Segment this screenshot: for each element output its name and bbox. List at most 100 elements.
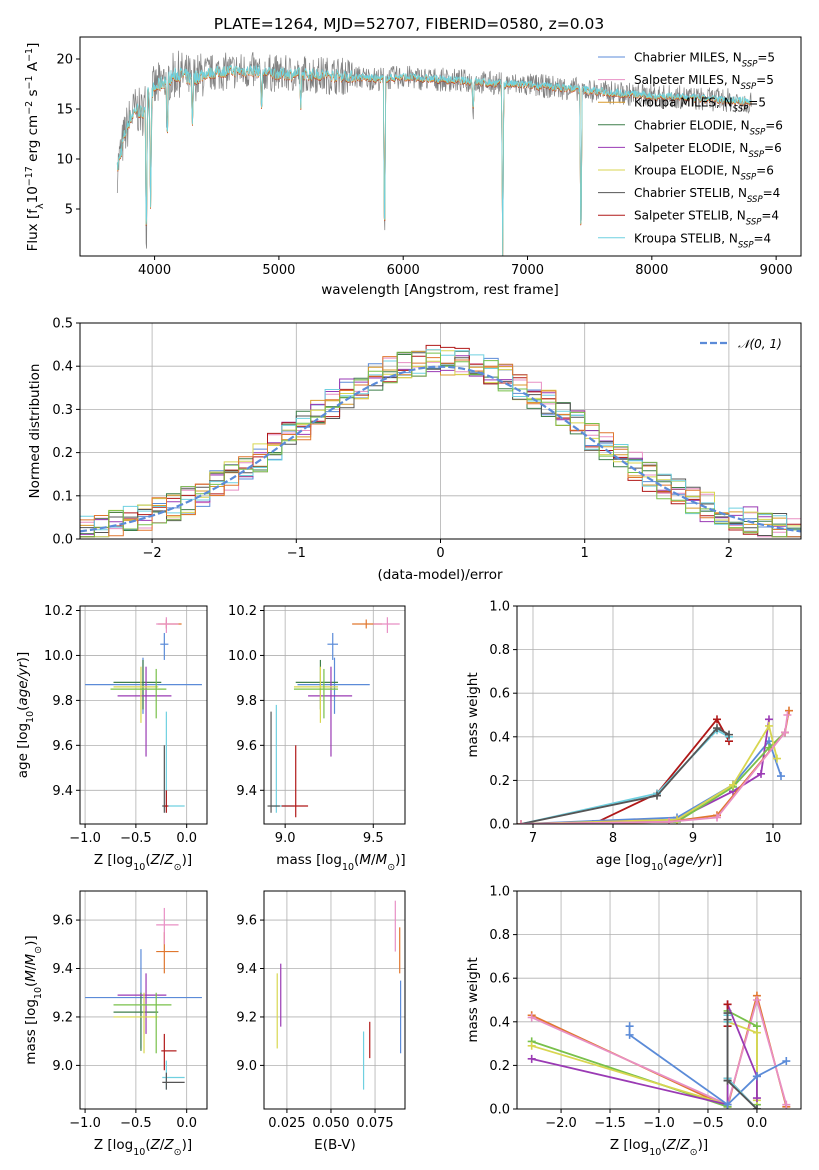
series-marker <box>517 820 525 824</box>
x-axis-label: age [log10(age/yr)] <box>596 852 722 873</box>
axes-frame <box>79 322 802 540</box>
plot-area <box>517 706 793 824</box>
series-marker <box>782 1100 791 1109</box>
series-line <box>520 714 789 824</box>
legend: Chabrier MILES, NSSP=5 Salpeter MILES, NS… <box>598 51 783 250</box>
axes-frame <box>516 890 802 1110</box>
x-axis-label: wavelength [Angstrom, rest frame] <box>321 282 559 298</box>
axes-frame <box>79 890 208 1110</box>
x-axis-label: mass [log10(M/M⊙)] <box>276 852 405 873</box>
error-bar-point <box>327 632 339 660</box>
series-marker <box>785 706 793 715</box>
error-bar-point <box>160 632 169 660</box>
y-tick-label: 0.5 <box>52 317 73 332</box>
y-tick-label: 0.3 <box>52 403 73 418</box>
y-tick-label: 0.4 <box>52 360 73 375</box>
y-axis-label: mass weight <box>465 957 481 1042</box>
model-spectrum <box>116 64 752 256</box>
y-tick-label: 10.2 <box>44 604 73 619</box>
legend-entry: Chabrier MILES, NSSP=5 <box>634 51 775 70</box>
series-marker <box>625 1022 634 1031</box>
y-tick-label: 0.4 <box>489 730 510 745</box>
error-bar-point <box>113 659 162 710</box>
plot-area <box>85 907 202 1090</box>
series-line <box>520 723 778 824</box>
x-tick-label: 5000 <box>262 263 295 278</box>
y-tick-label: 9.0 <box>52 1059 73 1074</box>
x-tick-label: −0.5 <box>120 1116 152 1131</box>
error-bar-point <box>267 711 280 813</box>
series-marker <box>729 780 737 789</box>
legend-entry: Salpeter MILES, NSSP=5 <box>634 73 774 92</box>
x-tick-label: 7000 <box>511 263 544 278</box>
mass-weight-vs-metallicity-panel: −2.0 −1.5 −1.0 −0.5 0.0 0.0 0.2 0.4 0.6 0.8 1.0 Z [… <box>465 885 802 1158</box>
y-axis-label: mass weight <box>465 672 481 757</box>
y-tick-label: 10.2 <box>228 604 257 619</box>
y-tick-label: 0.8 <box>489 643 510 658</box>
x-tick-label: −2 <box>143 546 162 561</box>
series-marker <box>765 721 773 730</box>
y-tick-label: 9.6 <box>52 914 73 929</box>
series-line <box>531 1004 758 1106</box>
x-tick-label: −0.5 <box>120 831 152 846</box>
series-line <box>531 1009 758 1109</box>
legend-entry: 𝒩(0, 1) <box>738 337 782 351</box>
y-tick-label: 9.2 <box>236 1010 257 1025</box>
y-tick-label: 9.4 <box>236 962 257 977</box>
error-bar-point <box>373 617 400 633</box>
series-marker <box>713 813 721 822</box>
residual-histogram <box>80 349 801 538</box>
series-marker <box>713 715 721 724</box>
y-tick-label: 9.6 <box>236 914 257 929</box>
series-marker <box>527 1041 536 1050</box>
x-tick-label: −1 <box>287 546 306 561</box>
error-bar-point <box>113 992 159 1051</box>
series-line <box>520 726 730 824</box>
error-bar-point <box>110 668 167 719</box>
series-line <box>520 731 786 824</box>
series-marker <box>713 724 721 733</box>
series-marker <box>625 1030 634 1039</box>
plot-area <box>276 900 402 1090</box>
series-marker <box>752 1028 761 1037</box>
series-line <box>520 739 782 824</box>
x-tick-label: −2.0 <box>545 1116 577 1131</box>
mass-vs-metallicity-panel: −1.0 −0.5 0.0 9.0 9.2 9.4 9.6 Z [log10(Z/Z⊙)] ma… <box>23 890 208 1158</box>
x-axis-label: (data-model)/error <box>377 567 503 583</box>
y-tick-label: 0.6 <box>489 687 510 702</box>
y-tick-label: 10.0 <box>228 649 257 664</box>
mass-weight-series <box>517 711 792 824</box>
y-tick-label: 9.8 <box>52 694 73 709</box>
y-tick-label: 9.6 <box>52 739 73 754</box>
y-tick-label: 9.2 <box>52 1010 73 1025</box>
x-tick-label: 0.0 <box>747 1116 768 1131</box>
series-marker <box>773 754 781 763</box>
x-tick-label: −1.5 <box>594 1116 626 1131</box>
series-marker <box>665 817 673 824</box>
y-tick-label: 1.0 <box>489 600 510 615</box>
error-bar-point <box>164 790 169 813</box>
mass-weight-vs-age-panel: 7 8 9 10 0.0 0.2 0.4 0.6 0.8 1.0 age [log10(age/yr… <box>465 600 802 873</box>
y-tick-label: 9.4 <box>52 962 73 977</box>
y-tick-label: 9.0 <box>236 1059 257 1074</box>
series-marker <box>725 730 733 739</box>
series-marker <box>752 996 761 1004</box>
series-marker <box>781 728 789 737</box>
y-tick-label: 9.4 <box>52 784 73 799</box>
error-bar-point <box>162 745 167 813</box>
x-tick-label: 7 <box>529 831 537 846</box>
error-bar-point <box>162 711 185 813</box>
mass-weight-series <box>517 715 773 824</box>
axes-frame <box>263 605 406 825</box>
series-marker <box>757 769 765 778</box>
error-bar-point <box>293 666 339 723</box>
x-tick-label: 8000 <box>635 263 668 278</box>
error-bar-point <box>113 992 159 1054</box>
y-tick-label: 0.4 <box>489 1015 510 1030</box>
y-tick-label: 0.0 <box>489 1103 510 1118</box>
x-axis-label: E(B-V) <box>314 1137 356 1153</box>
y-tick-label: 9.8 <box>236 694 257 709</box>
x-tick-label: 0 <box>436 546 444 561</box>
series-line <box>592 717 730 824</box>
legend-entry: Kroupa ELODIE, NSSP=6 <box>634 164 774 183</box>
